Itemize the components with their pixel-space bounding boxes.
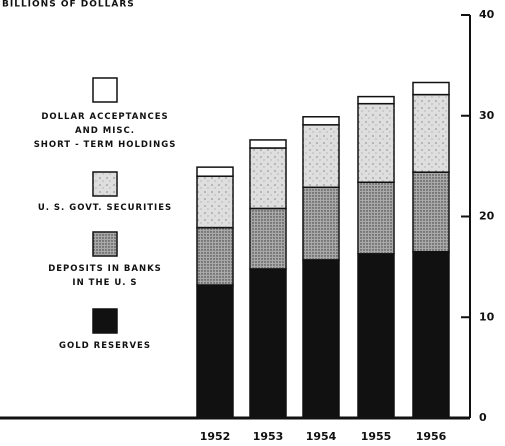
x-tick-label: 1956 (416, 430, 447, 443)
legend-label: U. S. GOVT. SECURITIES (37, 203, 173, 213)
x-tick-label: 1955 (361, 430, 392, 443)
bar-segment (302, 186, 340, 261)
bar-segment (302, 259, 340, 419)
y-tick-label: 40 (479, 8, 495, 21)
bar-segment (412, 93, 450, 173)
bar-segment (412, 251, 450, 419)
chart-title: BILLIONS OF DOLLARS (2, 0, 135, 10)
legend-label: GOLD RESERVES (59, 341, 151, 351)
bar-segment (357, 253, 395, 419)
y-tick-label: 30 (479, 109, 495, 122)
legend-label: DEPOSITS IN BANKS IN THE U. S (48, 264, 162, 288)
y-tick-label: 0 (479, 411, 487, 424)
bar-segment (196, 166, 234, 177)
bar-segment (302, 116, 340, 126)
x-tick-label: 1954 (306, 430, 337, 443)
bar-segment (302, 124, 340, 189)
y-tick-label: 10 (479, 310, 495, 323)
bar-segment (412, 171, 450, 253)
legend-label: DOLLAR ACCEPTANCES AND MISC. SHORT - TER… (33, 112, 177, 150)
bar-segment (249, 207, 287, 270)
bar-segment (249, 139, 287, 149)
legend-texture (93, 172, 117, 196)
legend-swatch (92, 77, 118, 103)
bar-segment (249, 147, 287, 210)
y-tick-label: 20 (479, 210, 495, 223)
bar-segment (249, 268, 287, 419)
bar-segment (357, 102, 395, 183)
x-tick-label: 1953 (253, 430, 284, 443)
bar-segment (412, 81, 450, 96)
x-tick-label: 1952 (200, 430, 231, 443)
bar-segment (357, 95, 395, 105)
bar-segment (196, 284, 234, 419)
legend-swatch (92, 308, 118, 334)
bar-segment (196, 175, 234, 229)
bar-segment (196, 226, 234, 286)
bar-segment (357, 181, 395, 255)
legend-texture (93, 232, 117, 256)
